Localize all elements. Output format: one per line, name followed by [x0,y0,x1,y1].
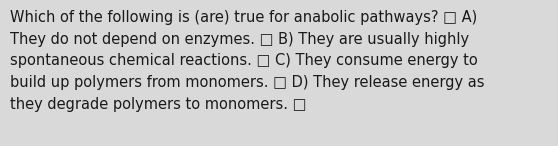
Text: Which of the following is (are) true for anabolic pathways? □ A)
They do not dep: Which of the following is (are) true for… [10,10,484,112]
